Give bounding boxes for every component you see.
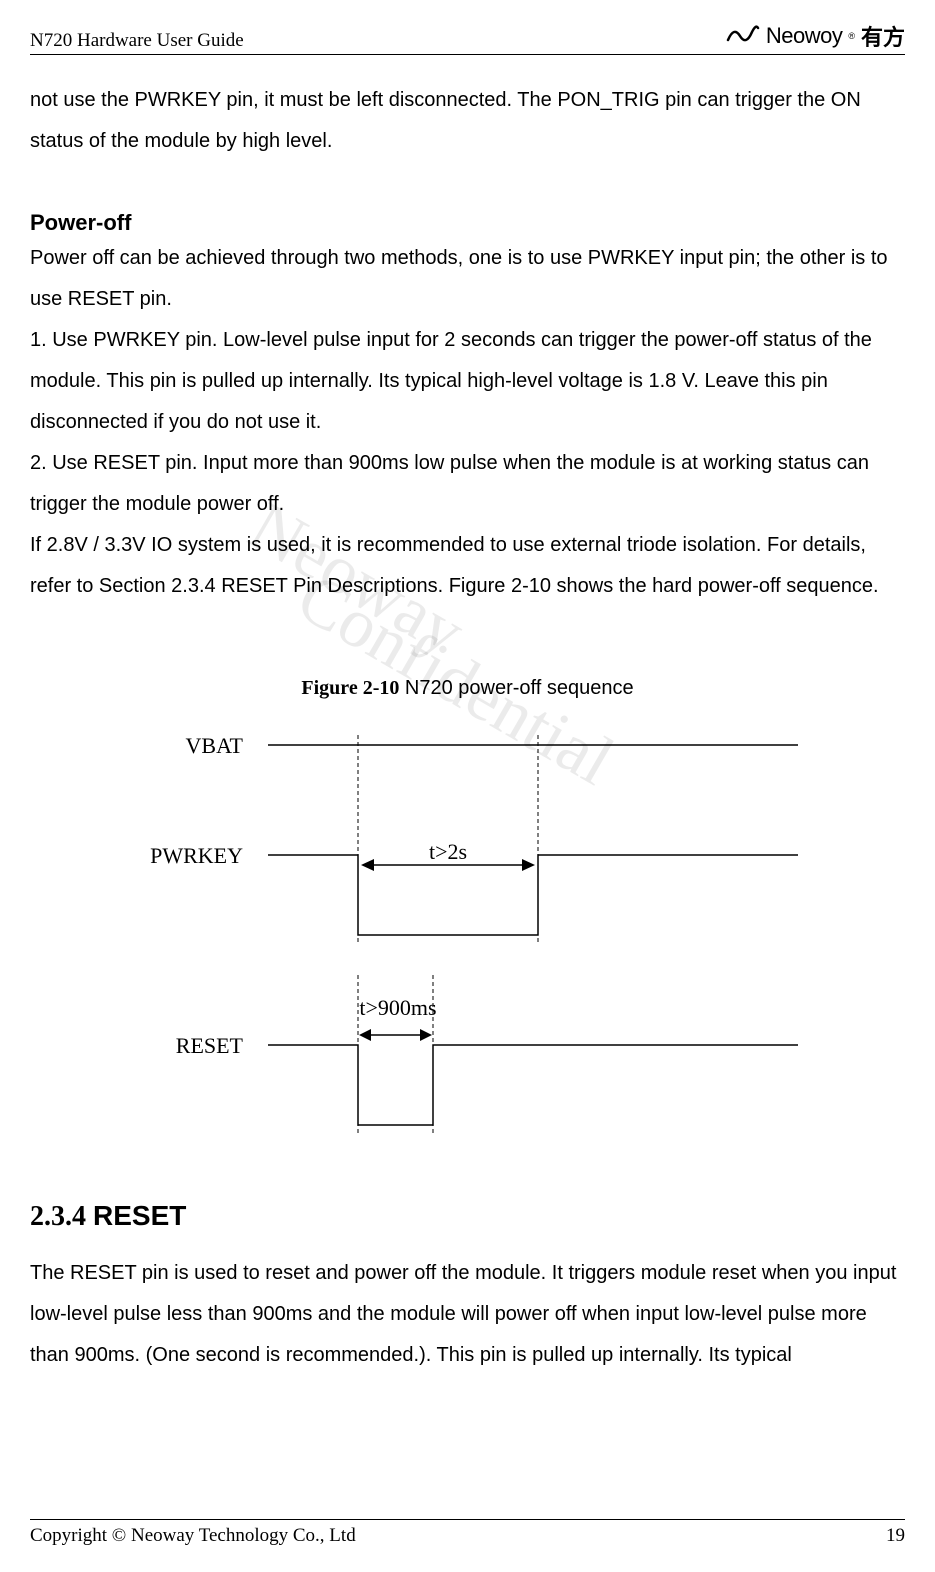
pwrkey-label: PWRKEY — [150, 843, 243, 868]
reset-heading-num: 2.3.4 — [30, 1201, 93, 1232]
poweroff-p1: Power off can be achieved through two me… — [30, 238, 905, 320]
page: Neoway Confidential N720 Hardware User G… — [0, 0, 935, 1572]
brand-logo: Neowoy ® 有方 — [726, 20, 905, 52]
poweroff-heading: Power-off — [30, 210, 905, 236]
timing-svg: VBAT PWRKEY t>2s RESET t>900ms — [98, 715, 838, 1145]
vbat-label: VBAT — [185, 733, 243, 758]
footer-copyright: Copyright © Neoway Technology Co., Ltd — [30, 1525, 356, 1547]
logo-brand-text: Neowoy — [766, 23, 842, 49]
page-header: N720 Hardware User Guide Neowoy ® 有方 — [30, 20, 905, 55]
footer-page-number: 19 — [886, 1525, 905, 1547]
logo-cn-text: 有方 — [861, 20, 905, 52]
reset-heading: 2.3.4 RESET — [30, 1200, 905, 1233]
timing-diagram: VBAT PWRKEY t>2s RESET t>900ms — [30, 715, 905, 1150]
intro-paragraph: not use the PWRKEY pin, it must be left … — [30, 80, 905, 162]
logo-tm: ® — [848, 31, 855, 41]
poweroff-p3: 2. Use RESET pin. Input more than 900ms … — [30, 443, 905, 525]
reset-p1: The RESET pin is used to reset and power… — [30, 1253, 905, 1376]
page-footer: Copyright © Neoway Technology Co., Ltd 1… — [30, 1519, 905, 1547]
figure-caption-text: N720 power-off sequence — [399, 677, 633, 699]
poweroff-p2: 1. Use PWRKEY pin. Low-level pulse input… — [30, 320, 905, 443]
doc-title: N720 Hardware User Guide — [30, 30, 244, 52]
reset-label: RESET — [175, 1033, 243, 1058]
reset-heading-text: RESET — [93, 1200, 186, 1231]
logo-wave-icon — [726, 22, 760, 51]
poweroff-p4: If 2.8V / 3.3V IO system is used, it is … — [30, 525, 905, 607]
figure-label: Figure 2-10 — [301, 677, 399, 699]
reset-time: t>900ms — [359, 995, 436, 1020]
figure-caption: Figure 2-10 N720 power-off sequence — [30, 677, 905, 700]
pwrkey-time: t>2s — [428, 839, 466, 864]
